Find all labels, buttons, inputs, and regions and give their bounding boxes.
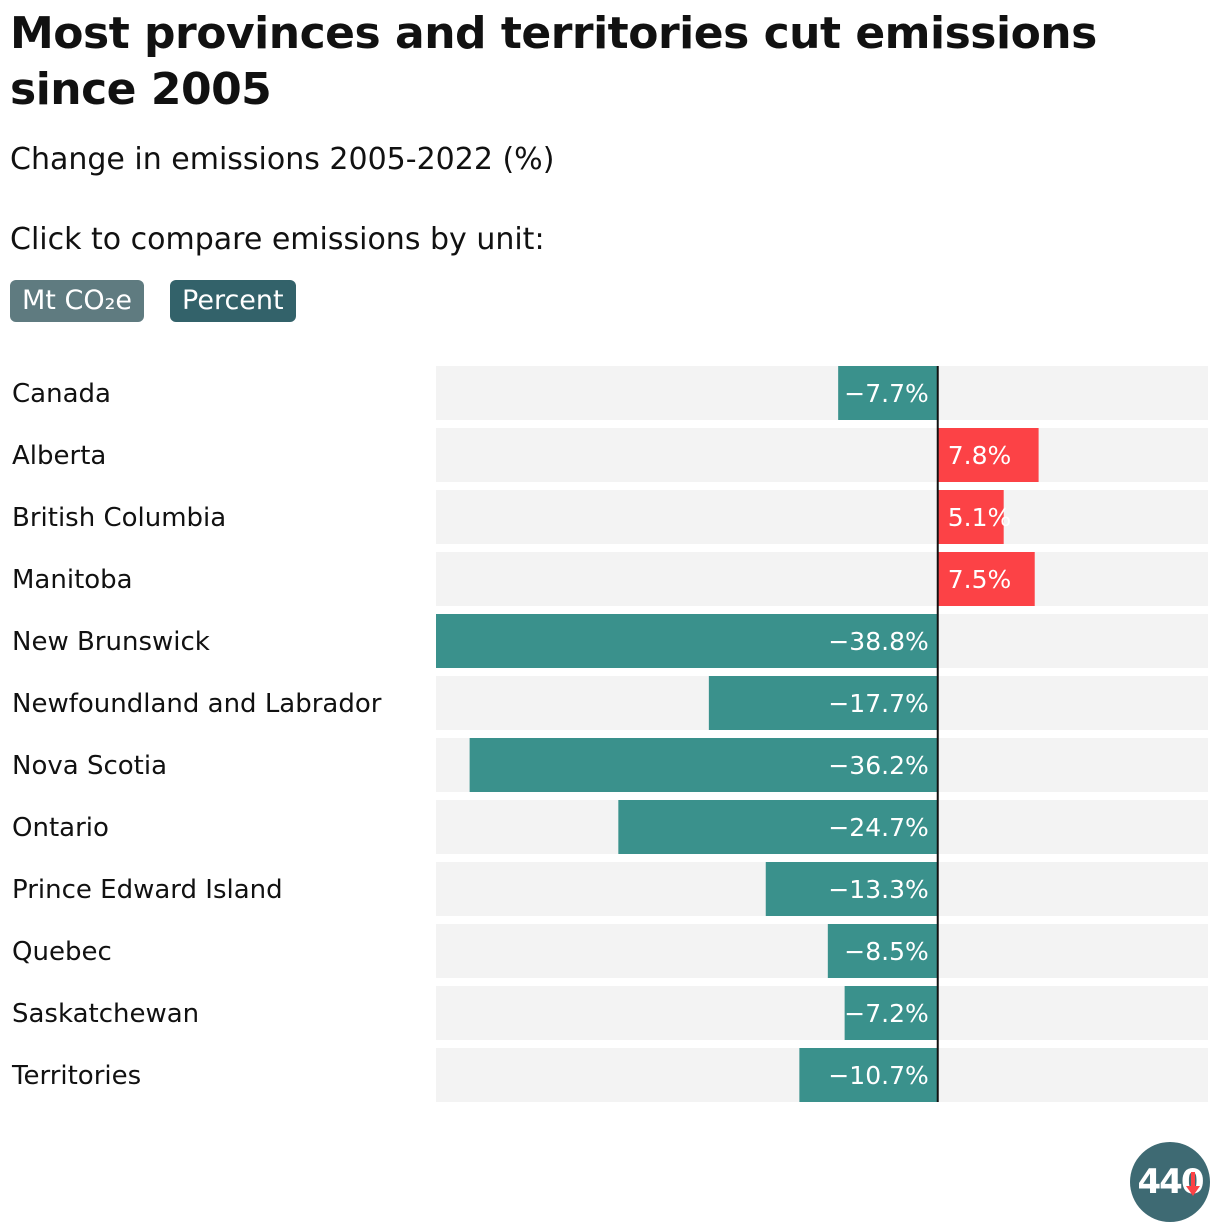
bar-track-quebec: [436, 924, 1208, 978]
bar-british-columbia[interactable]: [937, 490, 1004, 544]
bar-manitoba[interactable]: [937, 552, 1035, 606]
data-label-nova-scotia: −36.2%: [828, 751, 928, 780]
chart-title: Most provinces and territories cut emiss…: [10, 8, 1097, 115]
category-label-nova-scotia: Nova Scotia: [12, 751, 167, 781]
bar-nova-scotia[interactable]: [469, 738, 938, 792]
data-label-alberta: 7.8%: [948, 441, 1012, 470]
bar-new-brunswick[interactable]: [436, 614, 938, 668]
unit-toggle-group: Mt CO₂e Percent: [10, 280, 296, 322]
category-label-british-columbia: British Columbia: [12, 503, 226, 533]
data-label-saskatchewan: −7.2%: [844, 999, 928, 1028]
bar-track-alberta: [436, 428, 1208, 482]
bar-territories[interactable]: [799, 1048, 938, 1102]
bar-track-british-columbia: [436, 490, 1208, 544]
brand-logo: 440: [1130, 1142, 1210, 1222]
data-label-new-brunswick: −38.8%: [828, 627, 928, 656]
data-label-territories: −10.7%: [828, 1061, 928, 1090]
bar-ontario[interactable]: [618, 800, 938, 854]
category-label-territories: Territories: [11, 1061, 141, 1091]
bar-saskatchewan[interactable]: [844, 986, 938, 1040]
bar-alberta[interactable]: [937, 428, 1039, 482]
data-label-prince-edward-island: −13.3%: [828, 875, 928, 904]
category-label-canada: Canada: [12, 379, 111, 409]
bar-newfoundland-and-labrador[interactable]: [708, 676, 938, 730]
data-label-british-columbia: 5.1%: [948, 503, 1012, 532]
data-label-quebec: −8.5%: [844, 937, 928, 966]
category-label-manitoba: Manitoba: [12, 565, 133, 595]
category-label-quebec: Quebec: [12, 937, 112, 967]
data-label-newfoundland-and-labrador: −17.7%: [828, 689, 928, 718]
data-label-manitoba: 7.5%: [948, 565, 1012, 594]
bar-prince-edward-island[interactable]: [765, 862, 938, 916]
bar-track-saskatchewan: [436, 986, 1208, 1040]
bar-track-manitoba: [436, 552, 1208, 606]
bar-canada[interactable]: [838, 366, 938, 420]
data-label-ontario: −24.7%: [828, 813, 928, 842]
bar-track-canada: [436, 366, 1208, 420]
category-label-alberta: Alberta: [12, 441, 106, 471]
category-label-saskatchewan: Saskatchewan: [12, 999, 199, 1029]
bar-quebec[interactable]: [827, 924, 938, 978]
chart-subtitle: Change in emissions 2005-2022 (%): [10, 142, 555, 177]
down-arrow-icon: [1186, 1172, 1200, 1196]
category-label-new-brunswick: New Brunswick: [12, 627, 210, 657]
mt-co2e-toggle-button[interactable]: Mt CO₂e: [10, 280, 145, 322]
category-label-ontario: Ontario: [12, 813, 109, 843]
category-label-prince-edward-island: Prince Edward Island: [12, 875, 283, 905]
percent-toggle-button[interactable]: Percent: [170, 280, 296, 322]
category-label-newfoundland-and-labrador: Newfoundland and Labrador: [12, 689, 382, 719]
emissions-bar-chart: Canada −7.7% Alberta 7.8% British Columbia 5.…: [11, 366, 1208, 1102]
data-label-canada: −7.7%: [844, 379, 928, 408]
unit-toggle-instruction: Click to compare emissions by unit:: [10, 222, 545, 257]
